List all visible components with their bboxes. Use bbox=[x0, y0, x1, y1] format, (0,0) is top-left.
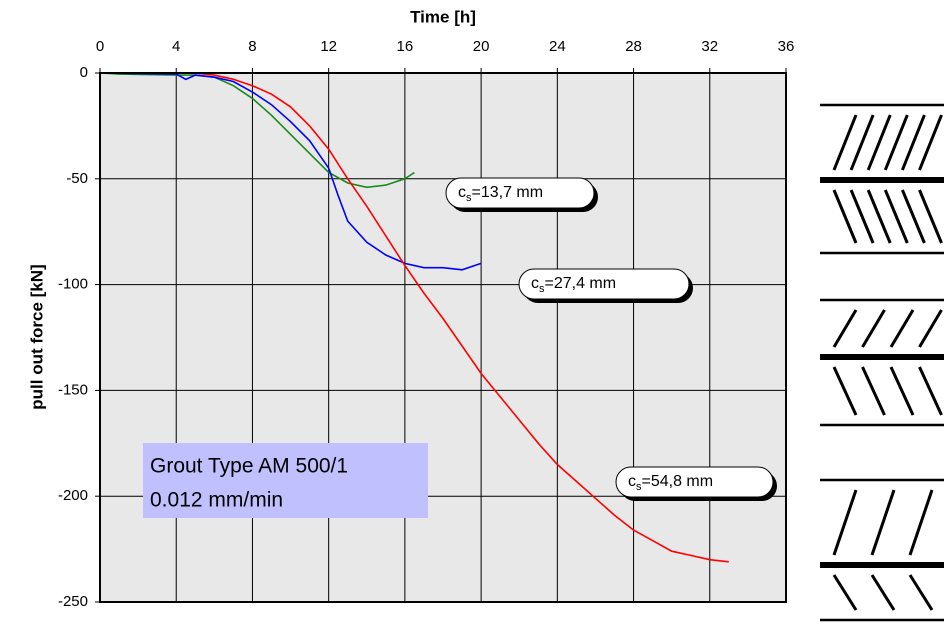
rib bbox=[832, 309, 858, 348]
y-tick-label: 0 bbox=[80, 64, 88, 81]
x-tick-label: 12 bbox=[320, 38, 337, 55]
rib bbox=[883, 114, 909, 171]
rib bbox=[870, 574, 896, 611]
callout-part: c bbox=[531, 275, 539, 292]
rib bbox=[870, 489, 896, 556]
x-tick-label: 24 bbox=[549, 38, 566, 55]
rib bbox=[849, 114, 875, 171]
rib bbox=[883, 189, 909, 244]
data-line bbox=[99, 72, 415, 189]
rib bbox=[918, 309, 943, 348]
callout-label: cs=27,4 mm bbox=[531, 275, 616, 295]
rib bbox=[901, 114, 926, 171]
info-text: Grout Type AM 500/1 bbox=[150, 455, 348, 478]
rib bbox=[832, 189, 858, 244]
callout-part: =13,7 mm bbox=[472, 184, 544, 201]
x-tick-label: 16 bbox=[397, 38, 414, 55]
callout-part: s bbox=[636, 481, 642, 493]
x-tick-label: 28 bbox=[625, 38, 642, 55]
callout-part: =54,8 mm bbox=[642, 473, 714, 490]
callout bbox=[518, 268, 690, 300]
x-tick-label: 32 bbox=[701, 38, 718, 55]
info-text: 0.012 mm/min bbox=[150, 489, 283, 512]
y-tick-label: -250 bbox=[58, 593, 88, 610]
data-line bbox=[176, 72, 729, 563]
x-tick-label: 0 bbox=[96, 38, 104, 55]
rib bbox=[866, 114, 892, 171]
y-tick-label: -50 bbox=[66, 170, 88, 187]
rebar-sketches bbox=[820, 103, 944, 622]
rib bbox=[832, 366, 858, 416]
rib bbox=[832, 114, 858, 171]
x-tick-label: 20 bbox=[473, 38, 490, 55]
rib bbox=[832, 489, 858, 556]
y-axis-title: pull out force [kN] bbox=[27, 264, 46, 409]
callout-part: =27,4 mm bbox=[545, 275, 617, 292]
callout bbox=[445, 177, 595, 209]
rib bbox=[889, 309, 915, 348]
callout-label: cs=13,7 mm bbox=[458, 184, 543, 204]
callout-part: s bbox=[539, 283, 545, 295]
rib bbox=[832, 574, 858, 611]
rib bbox=[849, 189, 875, 244]
rib bbox=[861, 309, 886, 348]
plot-area bbox=[100, 73, 786, 602]
rib bbox=[866, 189, 892, 244]
rib bbox=[918, 366, 943, 416]
data-line bbox=[99, 72, 482, 271]
y-tick-label: -150 bbox=[58, 381, 88, 398]
callout-part: c bbox=[458, 184, 466, 201]
y-tick-label: -100 bbox=[58, 276, 88, 293]
x-tick-label: 8 bbox=[248, 38, 256, 55]
y-tick-label: -200 bbox=[58, 487, 88, 504]
x-tick-label: 4 bbox=[172, 38, 180, 55]
callout-label: cs=54,8 mm bbox=[628, 473, 713, 493]
rib bbox=[918, 114, 943, 171]
x-tick-label: 36 bbox=[778, 38, 795, 55]
rib bbox=[861, 366, 886, 416]
callout bbox=[615, 466, 774, 498]
callout-part: c bbox=[628, 473, 636, 490]
info-box bbox=[143, 443, 428, 518]
rib bbox=[918, 189, 943, 244]
callout-part: s bbox=[466, 192, 472, 204]
rib bbox=[908, 574, 934, 611]
rib bbox=[908, 489, 934, 556]
x-axis-title: Time [h] bbox=[410, 7, 476, 26]
plot-frame bbox=[99, 72, 787, 603]
rib bbox=[901, 189, 926, 244]
rib bbox=[889, 366, 915, 416]
